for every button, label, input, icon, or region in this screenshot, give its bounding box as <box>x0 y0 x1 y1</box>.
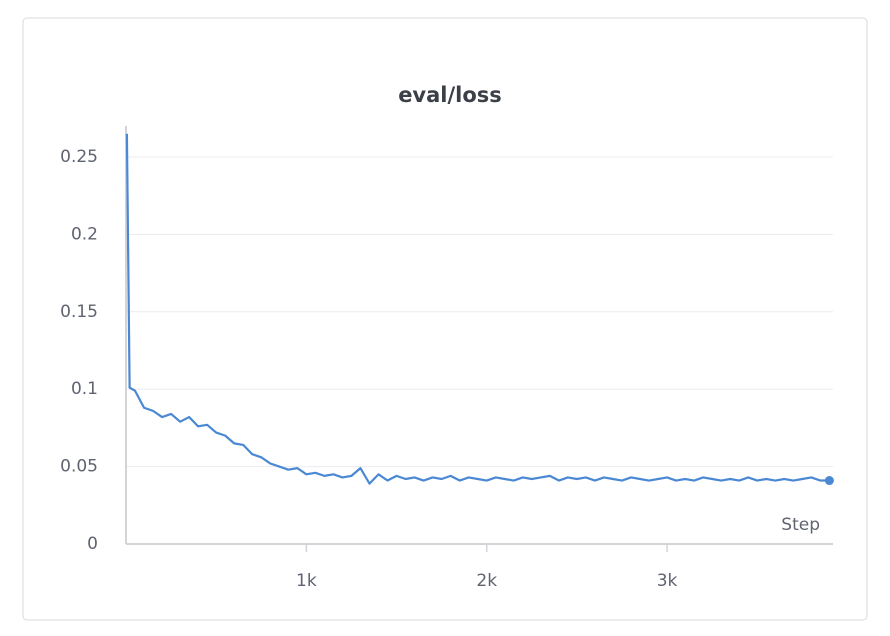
chart-title: eval/loss <box>398 83 502 107</box>
y-tick-label: 0.1 <box>71 379 98 399</box>
card <box>22 17 868 621</box>
x-tick-label: 1k <box>296 571 317 591</box>
y-tick-label: 0.2 <box>71 224 98 244</box>
x-tick-label: 2k <box>476 571 497 591</box>
y-tick-label: 0.15 <box>60 302 98 322</box>
y-tick-label: 0.25 <box>60 147 98 167</box>
x-axis-label: Step <box>781 515 820 535</box>
end-point <box>824 476 834 486</box>
y-tick-label: 0 <box>87 534 98 554</box>
x-tick-label: 3k <box>657 571 678 591</box>
series-line <box>125 133 830 485</box>
y-tick-label: 0.05 <box>60 457 98 477</box>
